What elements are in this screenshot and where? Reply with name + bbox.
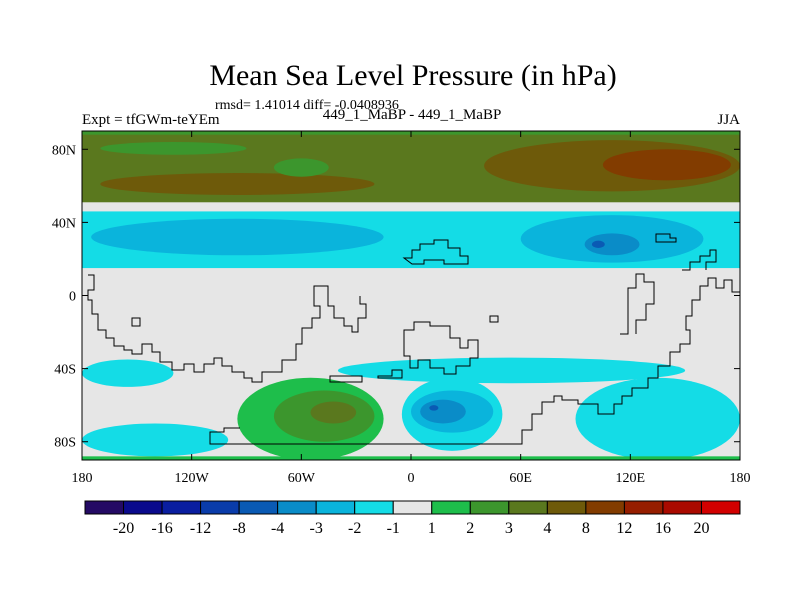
contour-region-8 [91,218,384,256]
colorbar-label: 1 [428,520,436,537]
colorbar-swatch [123,500,163,515]
x-tick-label: 120W [175,471,210,486]
colorbar-swatch [392,500,433,515]
contour-region-19 [429,405,439,411]
colorbar-swatch [315,500,356,515]
colorbar-swatch [354,500,394,515]
y-tick-label: 40S [54,363,76,378]
colorbar-label: -20 [113,520,134,537]
y-tick-label: 40N [52,216,76,231]
colorbar-swatch [623,500,664,515]
colorbar-swatch [700,500,741,515]
colorbar-swatch [84,500,125,515]
colorbar-label: -3 [310,520,323,537]
contour-region-12 [82,359,174,387]
colorbar-label: 4 [543,520,551,537]
colorbar-label: 20 [693,520,709,537]
contour-region-11 [591,240,605,248]
y-tick-label: 80S [54,436,76,451]
colorbar-label: 12 [616,520,632,537]
y-tick-label: 80N [52,143,76,158]
chart-title: Mean Sea Level Pressure (in hPa) [209,59,616,92]
contour-region-18 [420,399,466,424]
colorbar-label: -4 [271,520,284,537]
colorbar-swatch [431,500,471,515]
colorbar-label: -16 [151,520,172,537]
x-tick-label: 60E [509,471,532,486]
contour-region-3 [602,149,731,181]
contour-region-5 [273,158,329,177]
contour-region-14 [337,357,686,384]
map-plot: 180 120W 60W 0 60E 120E 180 80N 40N 0 40S 80S [52,130,751,486]
colorbar-label: 8 [582,520,590,537]
contour-region-15 [575,377,740,460]
stats-label: rmsd= 1.41014 diff= -0.0408936 [215,98,399,113]
contour-region-10 [584,233,640,256]
colorbar: -20 -16 -12 -8 -4 -3 -2 -1 1 2 3 4 8 12 16 20 [84,500,741,537]
x-tick-label: 0 [408,471,415,486]
colorbar-swatch [161,500,202,515]
colorbar-label: 16 [655,520,671,537]
y-axis: 80N 40N 0 40S 80S [52,143,740,451]
coastline [87,233,740,445]
colorbar-swatch [238,500,279,515]
season-label: JJA [717,112,740,128]
x-axis: 180 120W 60W 0 60E 120E 180 [72,131,751,486]
colorbar-label: -1 [387,520,400,537]
colorbar-swatch [508,500,548,515]
colorbar-label: -8 [232,520,245,537]
colorbar-swatch [662,500,702,515]
colorbar-swatch [469,500,510,515]
x-tick-label: 60W [288,471,316,486]
colorbar-label: 2 [466,520,474,537]
colorbar-swatch [200,500,240,515]
contour-region-13 [82,423,229,457]
colorbar-label: 3 [505,520,513,537]
contour-region-1 [100,173,375,195]
experiment-label: Expt = tfGWm-teYEm [82,112,220,128]
x-tick-label: 120E [616,471,646,486]
colorbar-swatch [546,500,587,515]
colorbar-label: -12 [190,520,211,537]
colorbar-label: -2 [348,520,361,537]
x-tick-label: 180 [72,471,93,486]
contour-region-4 [100,141,247,155]
x-tick-label: 180 [730,471,751,486]
contour-region-22 [310,401,357,424]
y-tick-label: 0 [69,290,76,305]
comparison-label: 449_1_MaBP - 449_1_MaBP [323,107,502,123]
colorbar-swatch [277,500,317,515]
colorbar-swatch [585,500,625,515]
